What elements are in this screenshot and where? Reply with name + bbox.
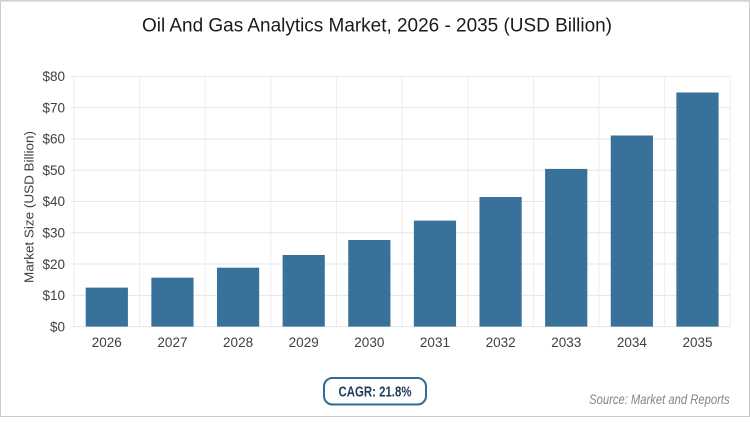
svg-text:2033: 2033 xyxy=(551,335,581,350)
svg-text:$30: $30 xyxy=(42,226,65,241)
svg-text:2026: 2026 xyxy=(92,335,122,350)
svg-text:$20: $20 xyxy=(42,257,65,272)
svg-text:2032: 2032 xyxy=(486,335,516,350)
svg-text:2027: 2027 xyxy=(157,335,187,350)
svg-text:Oil And Gas Analytics Market,: Oil And Gas Analytics Market, 2026 - 203… xyxy=(142,16,612,37)
svg-text:$0: $0 xyxy=(50,319,65,334)
svg-text:$60: $60 xyxy=(42,132,65,147)
svg-text:Source: Market and Reports: Source: Market and Reports xyxy=(589,391,730,407)
svg-text:Market Size (USD Billion): Market Size (USD Billion) xyxy=(22,131,37,283)
svg-text:2031: 2031 xyxy=(420,335,450,350)
svg-text:$40: $40 xyxy=(42,194,65,209)
svg-text:CAGR: 21.8%: CAGR: 21.8% xyxy=(339,384,412,400)
svg-text:$80: $80 xyxy=(42,69,65,84)
svg-text:2035: 2035 xyxy=(682,335,712,350)
svg-text:$50: $50 xyxy=(42,163,65,178)
svg-text:2029: 2029 xyxy=(289,335,319,350)
svg-text:2030: 2030 xyxy=(354,335,384,350)
svg-text:$70: $70 xyxy=(42,100,65,115)
svg-text:$10: $10 xyxy=(42,288,65,303)
svg-text:2034: 2034 xyxy=(617,335,648,350)
svg-text:2028: 2028 xyxy=(223,335,253,350)
